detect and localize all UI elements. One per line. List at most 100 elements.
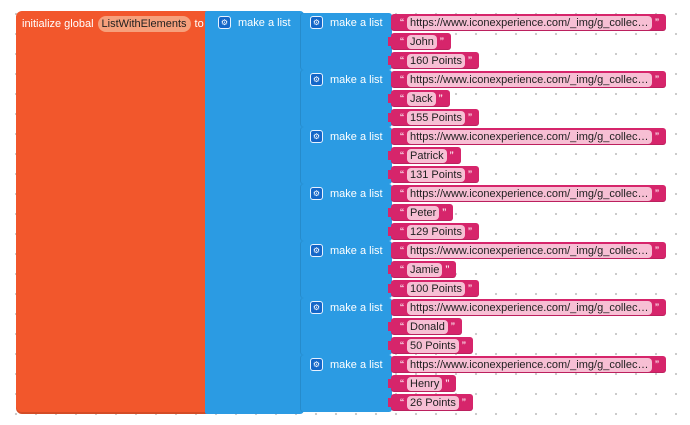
inner-list-connector	[297, 189, 302, 199]
inner-make-a-list-label: make a list	[330, 131, 383, 143]
close-quote-icon: ”	[467, 53, 472, 68]
gear-icon[interactable]: ⚙	[310, 358, 323, 371]
text-block-points[interactable]: “155 Points”	[391, 109, 479, 126]
variable-name-field[interactable]: ListWithElements	[97, 15, 191, 32]
text-block-points[interactable]: “131 Points”	[391, 166, 479, 183]
string-value-field[interactable]: 160 Points	[407, 53, 465, 68]
inner-list-connector	[297, 246, 302, 256]
text-connector	[388, 398, 392, 407]
text-block-url[interactable]: “https://www.iconexperience.com/_img/g_c…	[391, 185, 666, 202]
close-quote-icon: ”	[467, 224, 472, 239]
string-value-field[interactable]: https://www.iconexperience.com/_img/g_co…	[407, 72, 652, 87]
to-label: to	[194, 17, 204, 30]
open-quote-icon: “	[400, 72, 404, 87]
string-value-field[interactable]: Donald	[407, 319, 448, 334]
close-quote-icon: ”	[655, 129, 659, 144]
open-quote-icon: “	[400, 224, 404, 239]
gear-icon[interactable]: ⚙	[218, 16, 231, 29]
gear-icon[interactable]: ⚙	[310, 130, 323, 143]
open-quote-icon: “	[400, 281, 404, 296]
close-quote-icon: ”	[467, 167, 472, 182]
open-quote-icon: “	[400, 15, 404, 30]
text-block-name[interactable]: “Donald”	[391, 318, 462, 335]
inner-make-a-list-label: make a list	[330, 245, 383, 257]
string-value-field[interactable]: Patrick	[407, 148, 447, 163]
string-value-field[interactable]: https://www.iconexperience.com/_img/g_co…	[407, 300, 652, 315]
string-value-field[interactable]: Henry	[407, 376, 443, 391]
inner-list-connector	[297, 75, 302, 85]
text-connector	[388, 379, 392, 388]
gear-icon[interactable]: ⚙	[310, 301, 323, 314]
text-block-name[interactable]: “Patrick”	[391, 147, 461, 164]
text-block-name[interactable]: “Peter”	[391, 204, 454, 221]
text-block-name[interactable]: “Henry”	[391, 375, 457, 392]
open-quote-icon: “	[400, 243, 404, 258]
string-value-field[interactable]: 155 Points	[407, 110, 465, 125]
string-value-field[interactable]: https://www.iconexperience.com/_img/g_co…	[407, 357, 652, 372]
string-value-field[interactable]: Jack	[407, 91, 436, 106]
open-quote-icon: “	[400, 300, 404, 315]
text-connector	[388, 208, 392, 217]
string-value-field[interactable]: https://www.iconexperience.com/_img/g_co…	[407, 243, 652, 258]
text-block-points[interactable]: “160 Points”	[391, 52, 479, 69]
text-connector	[388, 227, 392, 236]
string-value-field[interactable]: 131 Points	[407, 167, 465, 182]
string-value-field[interactable]: https://www.iconexperience.com/_img/g_co…	[407, 15, 652, 30]
inner-make-a-list-label: make a list	[330, 17, 383, 29]
close-quote-icon: ”	[467, 281, 472, 296]
text-block-url[interactable]: “https://www.iconexperience.com/_img/g_c…	[391, 71, 666, 88]
text-connector	[388, 170, 392, 179]
text-block-url[interactable]: “https://www.iconexperience.com/_img/g_c…	[391, 128, 666, 145]
string-value-field[interactable]: 129 Points	[407, 224, 465, 239]
close-quote-icon: ”	[461, 338, 466, 353]
text-connector	[388, 113, 392, 122]
close-quote-icon: ”	[442, 205, 447, 220]
open-quote-icon: “	[400, 186, 404, 201]
inner-make-a-list-label: make a list	[330, 74, 383, 86]
close-quote-icon: ”	[655, 300, 659, 315]
string-value-field[interactable]: John	[407, 34, 437, 49]
inner-list-connector	[297, 360, 302, 370]
open-quote-icon: “	[400, 376, 404, 391]
text-block-name[interactable]: “Jack”	[391, 90, 450, 107]
text-connector	[388, 322, 392, 331]
string-value-field[interactable]: 50 Points	[407, 338, 459, 353]
text-connector	[388, 94, 392, 103]
close-quote-icon: ”	[439, 34, 444, 49]
open-quote-icon: “	[400, 110, 404, 125]
text-block-url[interactable]: “https://www.iconexperience.com/_img/g_c…	[391, 299, 666, 316]
open-quote-icon: “	[400, 262, 404, 277]
initialize-global-block[interactable]	[16, 11, 213, 414]
close-quote-icon: ”	[467, 110, 472, 125]
string-value-field[interactable]: Jamie	[407, 262, 443, 277]
open-quote-icon: “	[400, 319, 404, 334]
gear-icon[interactable]: ⚙	[310, 16, 323, 29]
text-block-url[interactable]: “https://www.iconexperience.com/_img/g_c…	[391, 242, 666, 259]
inner-list-connector	[297, 132, 302, 142]
gear-icon[interactable]: ⚙	[310, 244, 323, 257]
text-block-url[interactable]: “https://www.iconexperience.com/_img/g_c…	[391, 356, 666, 373]
string-value-field[interactable]: 100 Points	[407, 281, 465, 296]
open-quote-icon: “	[400, 148, 404, 163]
text-block-name[interactable]: “Jamie”	[391, 261, 457, 278]
inner-make-a-list-label: make a list	[330, 302, 383, 314]
inner-list-connector	[297, 18, 302, 28]
outer-make-a-list-block[interactable]	[205, 11, 304, 414]
gear-icon[interactable]: ⚙	[310, 73, 323, 86]
string-value-field[interactable]: 26 Points	[407, 395, 459, 410]
string-value-field[interactable]: Peter	[407, 205, 440, 220]
text-block-name[interactable]: “John”	[391, 33, 451, 50]
outer-make-a-list-label: make a list	[238, 17, 291, 29]
close-quote-icon: ”	[445, 376, 450, 391]
text-block-points[interactable]: “129 Points”	[391, 223, 479, 240]
inner-make-a-list-label: make a list	[330, 188, 383, 200]
string-value-field[interactable]: https://www.iconexperience.com/_img/g_co…	[407, 129, 652, 144]
text-block-url[interactable]: “https://www.iconexperience.com/_img/g_c…	[391, 14, 666, 31]
close-quote-icon: ”	[655, 243, 659, 258]
gear-icon[interactable]: ⚙	[310, 187, 323, 200]
text-block-points[interactable]: “50 Points”	[391, 337, 473, 354]
text-block-points[interactable]: “26 Points”	[391, 394, 473, 411]
text-connector	[388, 284, 392, 293]
text-block-points[interactable]: “100 Points”	[391, 280, 479, 297]
string-value-field[interactable]: https://www.iconexperience.com/_img/g_co…	[407, 186, 652, 201]
